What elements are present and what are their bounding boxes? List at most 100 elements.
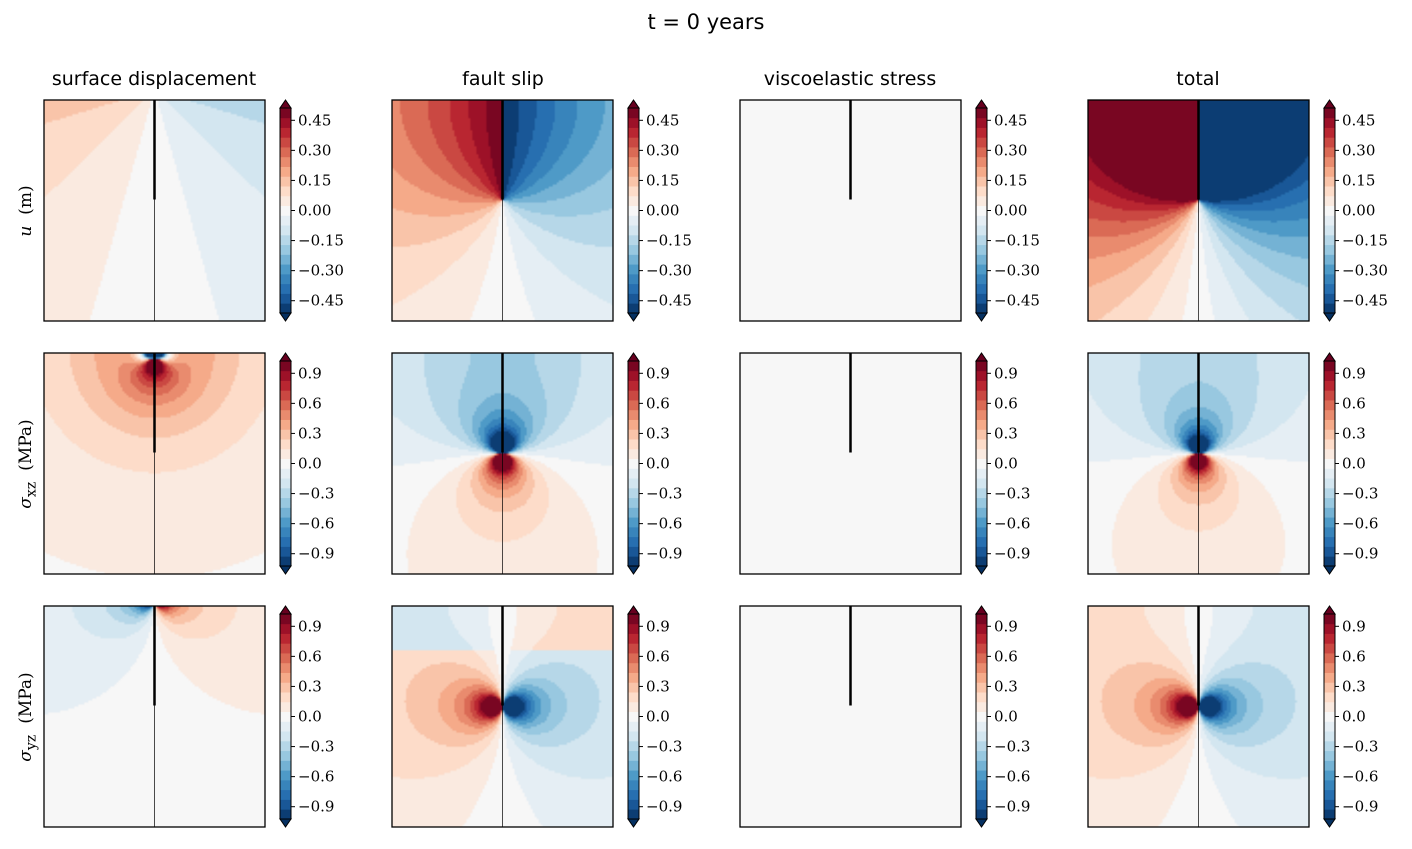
colorbar-level <box>976 614 987 625</box>
colorbar-level <box>628 536 639 547</box>
colorbar: 0.9 0.6 0.3 0.0 −0.3 −0.6 −0.9 <box>975 352 1030 575</box>
colorbar-level <box>280 770 291 781</box>
colorbar-level <box>976 633 987 644</box>
colorbar-tick-label: −0.6 <box>646 768 682 786</box>
colorbar-level <box>280 614 291 625</box>
colorbar-level <box>976 487 987 499</box>
colorbar-tick-label: 0.00 <box>1342 202 1375 220</box>
colorbar-level <box>628 117 639 128</box>
colorbar-level <box>628 137 639 148</box>
colorbar-tick-label: 0.9 <box>646 364 670 382</box>
colorbar-level <box>280 186 291 197</box>
panel-0-1: 0.45 0.30 0.15 0.00 −0.15 −0.30 −0.45 <box>391 99 692 322</box>
colorbar-tick-label: 0.6 <box>1342 394 1366 412</box>
colorbar-tick-label: 0.3 <box>646 677 670 695</box>
panel-1-2: 0.9 0.6 0.3 0.0 −0.3 −0.6 −0.9 <box>739 352 1030 575</box>
colorbar-extend-max <box>1323 99 1336 109</box>
colorbar: 0.9 0.6 0.3 0.0 −0.3 −0.6 −0.9 <box>279 352 334 575</box>
colorbar-level <box>976 623 987 634</box>
colorbar-level <box>280 478 291 489</box>
panel-1-1: 0.9 0.6 0.3 0.0 −0.3 −0.6 −0.9 <box>391 352 682 575</box>
colorbar-level <box>628 380 639 391</box>
colorbar-extend-max <box>627 605 640 615</box>
colorbar-level <box>976 156 987 167</box>
panel-frame <box>43 352 266 575</box>
colorbar-level <box>976 731 987 742</box>
colorbar-level <box>976 799 987 810</box>
colorbar-level <box>976 662 987 673</box>
panel-0-3: 0.45 0.30 0.15 0.00 −0.15 −0.30 −0.45 <box>1087 99 1388 322</box>
colorbar-tick-label: 0.15 <box>646 171 679 189</box>
colorbar-tick-label: −0.6 <box>994 768 1030 786</box>
colorbar-level <box>1324 643 1335 654</box>
panel-1-3: 0.9 0.6 0.3 0.0 −0.3 −0.6 −0.9 <box>1087 352 1378 575</box>
colorbar-tick-label: 0.30 <box>298 141 331 159</box>
colorbar-level <box>976 556 987 567</box>
colorbar-extend-max <box>1323 352 1336 362</box>
colorbar-level <box>280 215 291 226</box>
colorbar-tick-label: 0.3 <box>298 677 322 695</box>
colorbar-level <box>976 186 987 197</box>
colorbar-level <box>976 166 987 177</box>
colorbar-tick-label: −0.15 <box>994 232 1040 250</box>
panel-frame <box>43 605 266 828</box>
colorbar-extend-min <box>975 818 988 828</box>
colorbar-tick-label: −0.30 <box>298 262 344 280</box>
colorbar-level <box>976 293 987 304</box>
colorbar-level <box>280 721 291 732</box>
colorbar-level <box>1324 108 1335 119</box>
colorbar-level <box>628 409 639 420</box>
colorbar-level <box>628 147 639 158</box>
colorbar: 0.9 0.6 0.3 0.0 −0.3 −0.6 −0.9 <box>279 605 334 828</box>
colorbar-level <box>628 293 639 304</box>
colorbar-tick-label: 0.0 <box>1342 708 1366 726</box>
colorbar-level <box>1324 614 1335 625</box>
colorbar-level <box>280 789 291 800</box>
colorbar-tick-label: 0.9 <box>994 617 1018 635</box>
panel-frame <box>391 99 614 322</box>
panel-2-0: 0.9 0.6 0.3 0.0 −0.3 −0.6 −0.9 <box>43 605 334 828</box>
colorbar-level <box>976 303 987 314</box>
colorbar-level <box>976 740 987 752</box>
colorbar-tick-label: 0.6 <box>298 647 322 665</box>
colorbar-tick-label: −0.6 <box>646 515 682 533</box>
colorbar-level <box>1324 770 1335 781</box>
colorbar-level <box>280 419 291 430</box>
colorbar-level <box>976 526 987 538</box>
colorbar-level <box>280 264 291 275</box>
colorbar-level <box>1324 156 1335 167</box>
colorbar-level <box>628 390 639 401</box>
colorbar-tick-label: −0.9 <box>1342 798 1378 816</box>
colorbar-level <box>280 779 291 791</box>
colorbar-level <box>280 225 291 236</box>
colorbar-tick-label: 0.9 <box>646 617 670 635</box>
colorbar-tick-label: 0.30 <box>1342 141 1375 159</box>
colorbar-tick-label: 0.3 <box>646 424 670 442</box>
colorbar-level <box>1324 478 1335 489</box>
colorbar-level <box>1324 264 1335 275</box>
colorbar-level <box>976 809 987 820</box>
colorbar-level <box>976 419 987 430</box>
colorbar-level <box>976 137 987 148</box>
colorbar-level <box>1324 497 1335 508</box>
colorbar-tick-label: −0.9 <box>646 545 682 563</box>
panel-frame <box>43 99 266 322</box>
colorbar-level <box>628 682 639 693</box>
colorbar-level <box>280 731 291 742</box>
colorbar-level <box>976 721 987 732</box>
colorbar-tick-label: 0.9 <box>994 364 1018 382</box>
colorbar-level <box>1324 779 1335 791</box>
colorbar-level <box>1324 409 1335 420</box>
colorbar-level <box>1324 205 1335 216</box>
colorbar-level <box>1324 682 1335 693</box>
colorbar-level <box>976 176 987 187</box>
colorbar-level <box>628 721 639 732</box>
colorbar-level <box>1324 536 1335 547</box>
colorbar-level <box>628 517 639 528</box>
colorbar-level <box>1324 760 1335 771</box>
colorbar-level <box>976 536 987 547</box>
colorbar-level <box>976 409 987 420</box>
colorbar-level <box>280 156 291 167</box>
colorbar-level <box>976 108 987 119</box>
colorbar-tick-label: 0.3 <box>994 677 1018 695</box>
